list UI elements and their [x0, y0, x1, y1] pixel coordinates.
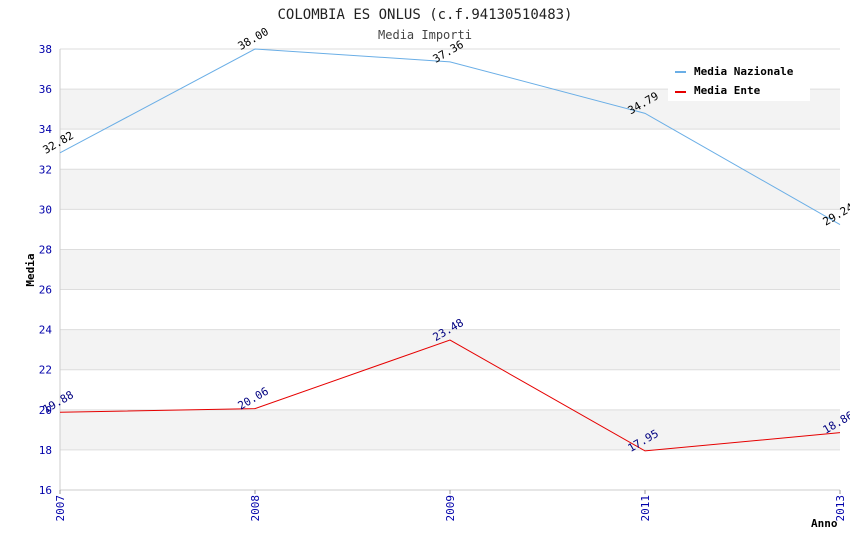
x-tick-label: 2009: [444, 495, 457, 522]
series-line-media-ente: [59, 339, 841, 452]
y-tick-label: 18: [39, 444, 52, 457]
y-tick-label: 26: [39, 284, 52, 297]
grid-bands: [60, 89, 840, 450]
legend-box: [668, 59, 810, 101]
y-axis-label: Media: [24, 253, 37, 286]
y-tick-label: 34: [39, 123, 53, 136]
legend-label-media-nazionale: Media Nazionale: [694, 65, 794, 78]
x-tick-label: 2007: [54, 495, 67, 522]
chart-subtitle: Media Importi: [378, 28, 472, 42]
grid-band: [60, 409, 840, 450]
x-tick-label: 2013: [834, 495, 847, 522]
series-group: [59, 48, 841, 452]
series-line-media-nazionale: [59, 48, 841, 226]
legend: Media Nazionale Media Ente: [668, 59, 810, 101]
y-tick-label: 20: [39, 404, 52, 417]
y-tick-label: 36: [39, 83, 52, 96]
grid-band: [60, 329, 840, 370]
x-axis-label: Anno: [811, 517, 838, 530]
legend-label-media-ente: Media Ente: [694, 84, 761, 97]
x-tick-labels: 2007 2008 2009 2011 2013: [54, 490, 847, 522]
y-tick-label: 30: [39, 203, 52, 216]
y-tick-labels: 16 18 20 22 24 26 28 30 32 34 36 38: [39, 43, 53, 497]
y-tick-label: 28: [39, 243, 52, 256]
x-tick-label: 2011: [639, 495, 652, 522]
grid-band: [60, 169, 840, 210]
y-tick-label: 22: [39, 364, 52, 377]
y-tick-label: 16: [39, 484, 52, 497]
y-tick-label: 24: [39, 324, 53, 337]
grid-band: [60, 249, 840, 290]
x-tick-label: 2008: [249, 495, 262, 522]
y-tick-label: 38: [39, 43, 52, 56]
chart-title: COLOMBIA ES ONLUS (c.f.94130510483): [277, 7, 572, 23]
y-tick-label: 32: [39, 163, 52, 176]
